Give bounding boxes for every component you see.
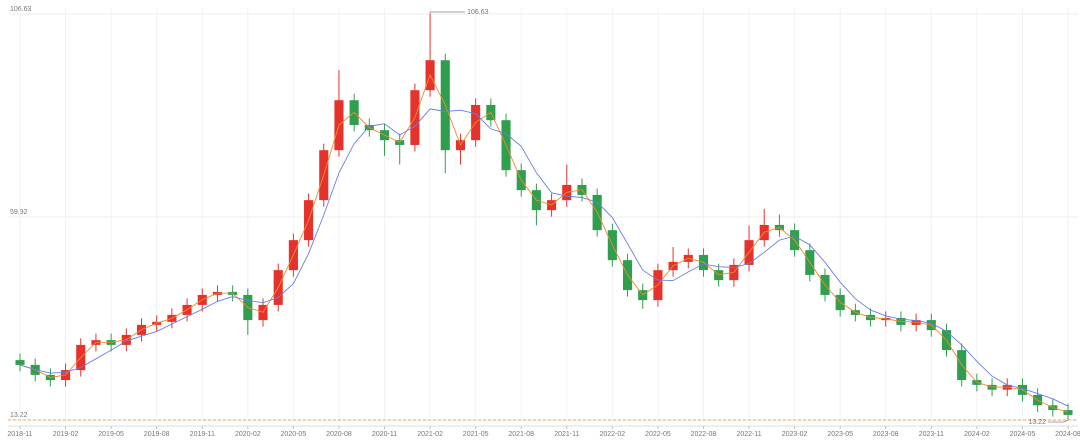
x-tick-label: 2019-08 [144, 431, 170, 438]
x-tick-label: 2020-08 [326, 431, 352, 438]
x-tick-label: 2023-02 [782, 431, 808, 438]
x-tick-label: 2021-02 [417, 431, 443, 438]
x-tick-label: 2024-08 [1055, 431, 1080, 438]
candle-body [1063, 410, 1073, 415]
x-tick-label: 2023-08 [873, 431, 899, 438]
x-tick-label: 2019-11 [190, 431, 215, 438]
x-tick-label: 2019-05 [98, 431, 124, 438]
y-tick-label: 106.63 [10, 6, 32, 13]
annotation-label: 13.22 [1028, 419, 1046, 426]
x-tick-label: 2020-05 [281, 431, 307, 438]
ma-line [19, 73, 1069, 413]
ma-line [19, 108, 1069, 407]
annotation-label: 106.63 [467, 9, 489, 16]
x-tick-label: 2022-02 [599, 431, 625, 438]
candle-body [15, 360, 25, 365]
x-tick-label: 2022-05 [645, 431, 671, 438]
x-tick-label: 2022-08 [691, 431, 717, 438]
x-tick-label: 2023-05 [827, 431, 853, 438]
x-tick-label: 2018-11 [7, 431, 32, 438]
x-tick-label: 2021-11 [554, 431, 579, 438]
y-tick-label: 59.92 [10, 209, 28, 216]
x-tick-label: 2021-05 [463, 431, 489, 438]
annotation-pointer [429, 11, 466, 14]
x-tick-label: 2020-11 [372, 431, 397, 438]
annotation-pointer [1048, 419, 1069, 423]
x-tick-label: 2019-02 [53, 431, 79, 438]
x-tick-label: 2021-08 [508, 431, 534, 438]
x-tick-label: 2022-11 [736, 431, 761, 438]
x-tick-label: 2024-05 [1010, 431, 1036, 438]
x-tick-label: 2020-02 [235, 431, 261, 438]
y-tick-label: 13.22 [10, 412, 28, 419]
x-tick-label: 2024-02 [964, 431, 990, 438]
x-tick-label: 2023-11 [919, 431, 944, 438]
